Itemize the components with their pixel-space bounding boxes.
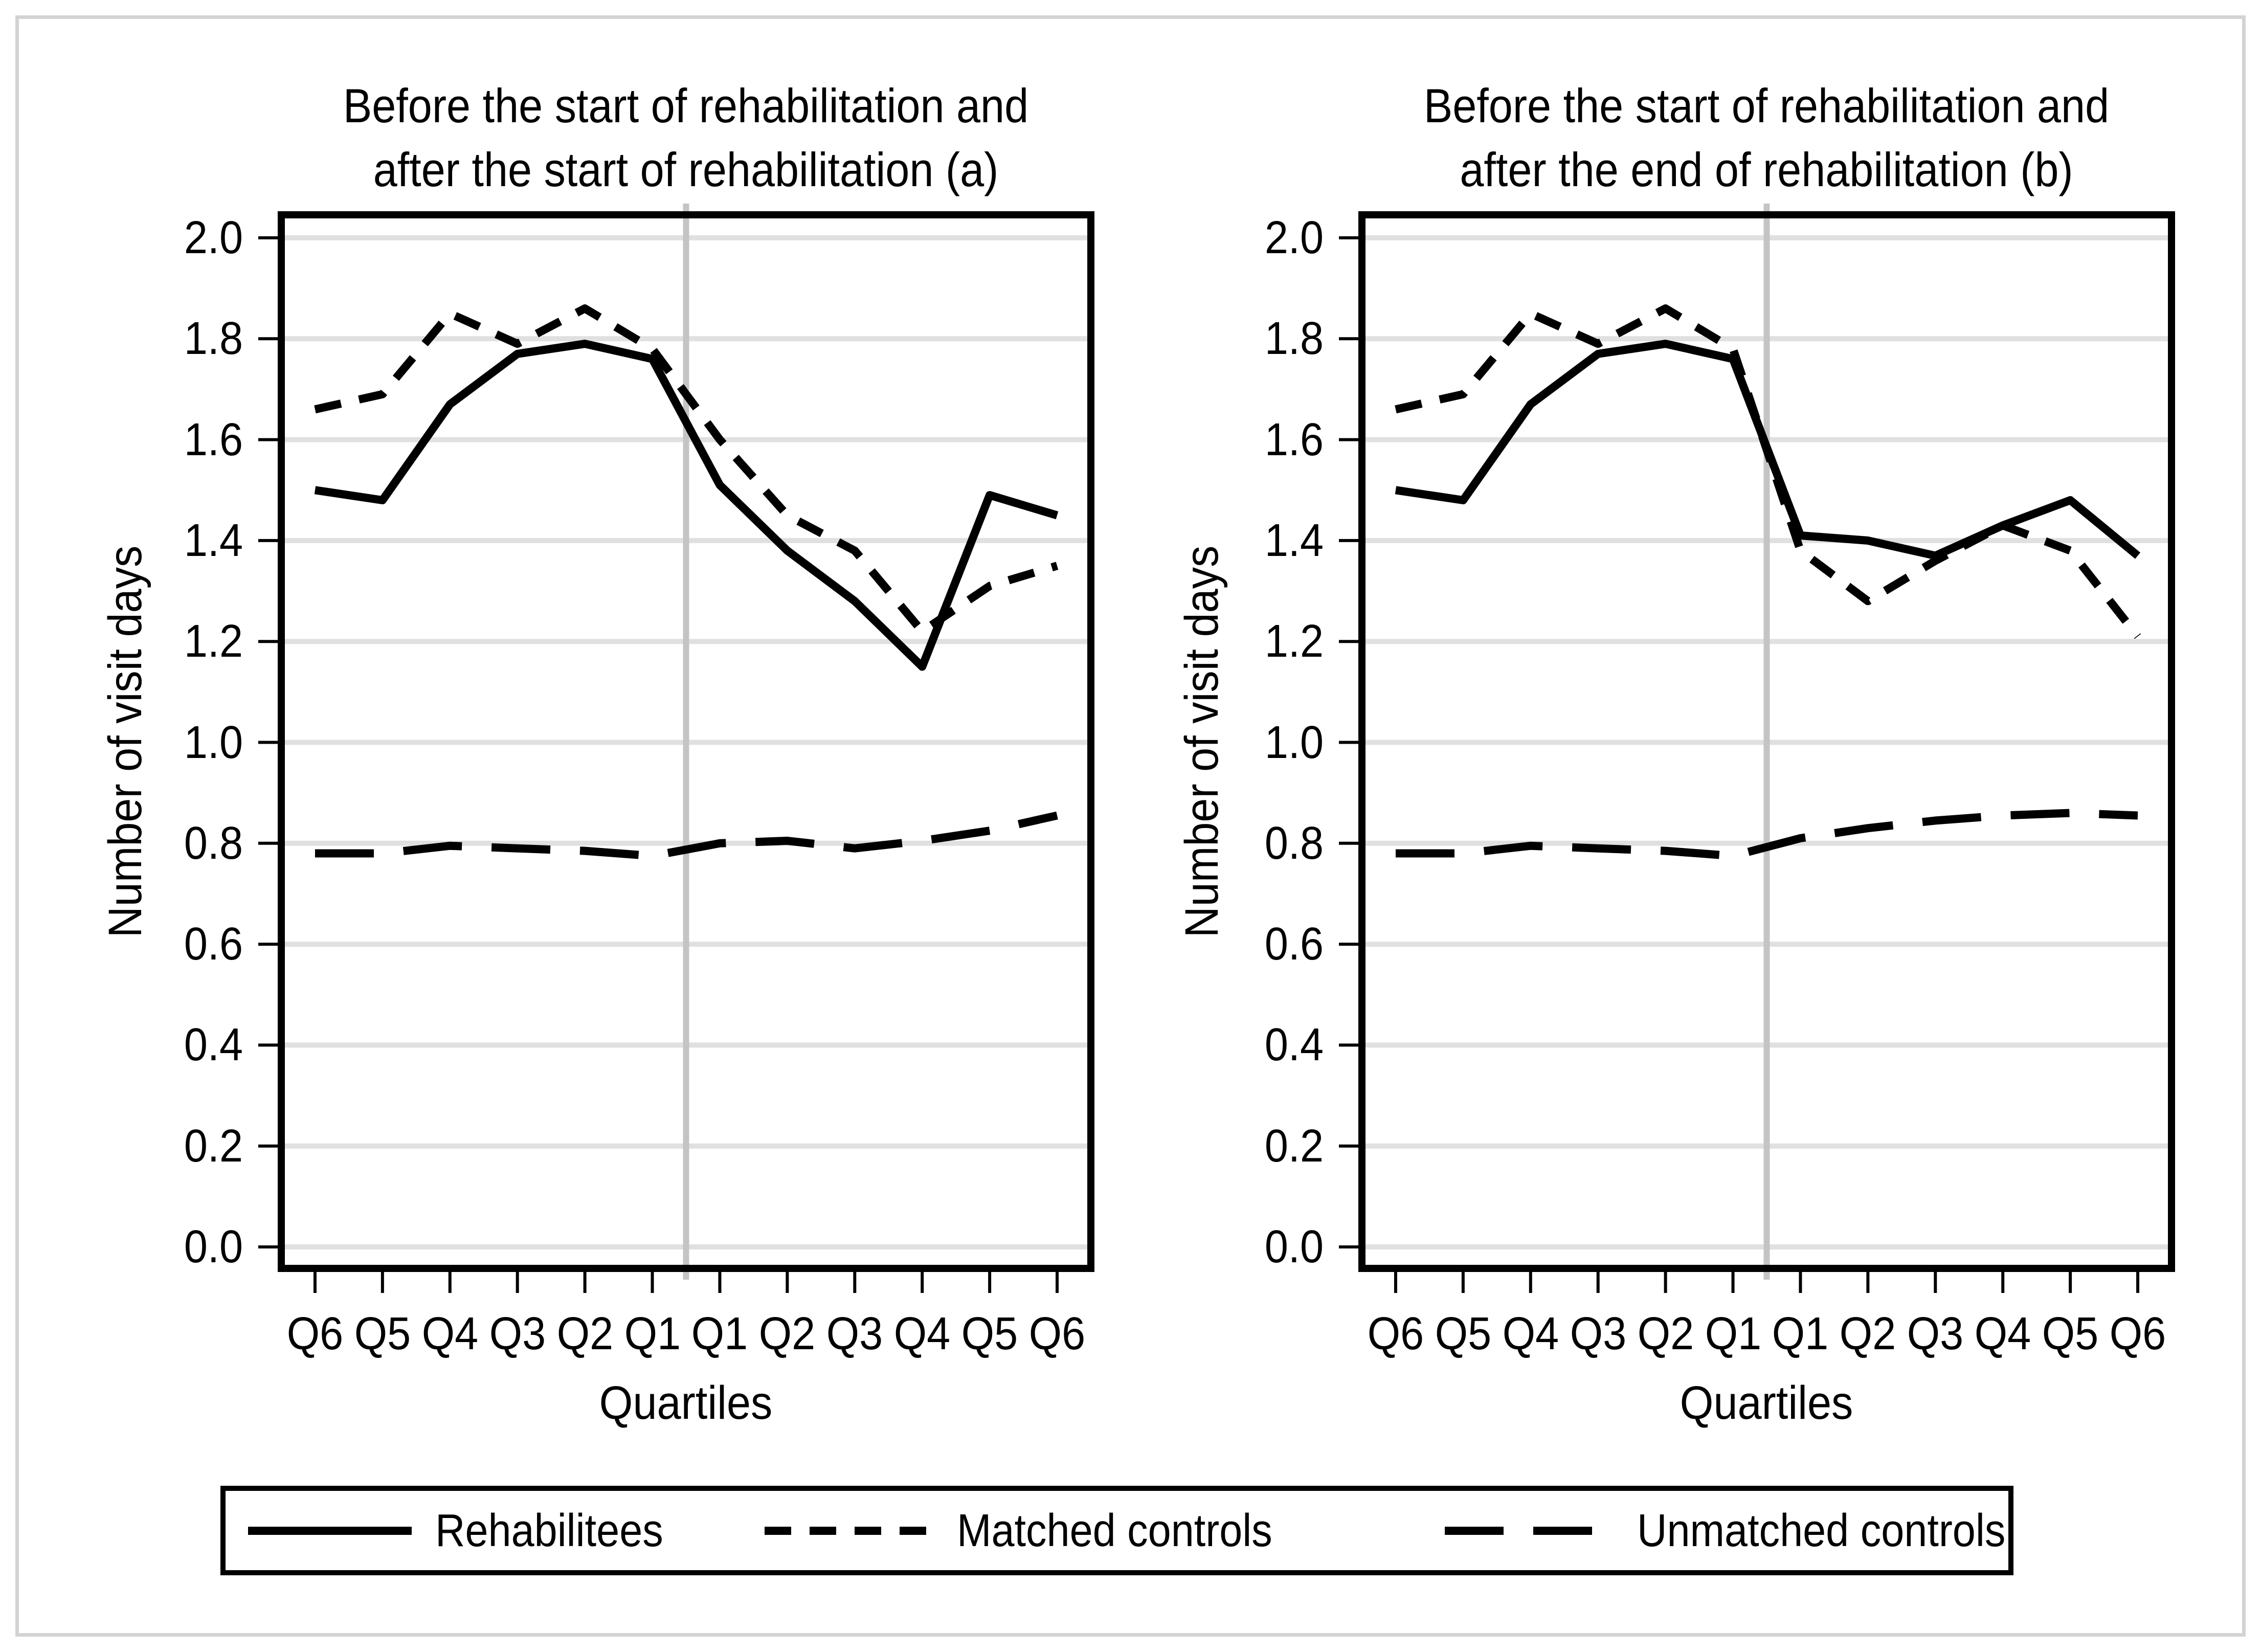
x-tick-label: Q4 [893,1308,951,1359]
x-tick-label: Q5 [961,1308,1018,1359]
y-tick-label: 1.4 [1264,515,1324,566]
y-tick-label: 1.2 [184,616,243,667]
x-tick-label: Q5 [1435,1308,1492,1359]
x-tick-label: Q4 [421,1308,479,1359]
x-tick-label: Q1 [691,1308,748,1359]
x-tick-label: Q3 [489,1308,546,1359]
x-tick-label: Q1 [1772,1308,1829,1359]
y-tick-label: 1.6 [184,414,243,465]
y-tick-label: 1.2 [1264,616,1324,667]
y-tick-label: 0.6 [184,919,243,970]
x-tick-label: Q2 [1637,1308,1694,1359]
series-unmatched-controls-line [315,811,1058,860]
x-tick-label: Q6 [1028,1308,1086,1359]
x-tick-label: Q4 [1502,1308,1559,1359]
x-tick-label: Q6 [286,1308,344,1359]
series-matched-controls-line [314,304,1059,636]
y-tick-label: 1.8 [184,313,243,365]
y-tick-label: 0.0 [1264,1221,1324,1273]
x-tick-label: Q2 [759,1308,816,1359]
chart-a-title-line-1: Before the start of rehabilitation and [343,79,1029,132]
y-tick-label: 0.0 [184,1221,243,1273]
plot-border [278,211,1094,1272]
y-tick-label: 0.8 [184,817,243,869]
y-tick-label: 0.2 [1264,1120,1324,1172]
long-dash-line-swatch-icon [1445,1526,1608,1535]
y-tick-label: 0.2 [184,1120,243,1172]
chart-a-title-line-2: after the start of rehabilitation (a) [373,143,999,196]
legend-label-rehabilitees: Rehabilitees [435,1505,663,1556]
y-tick-label: 0.8 [1264,817,1324,869]
y-tick-label: 1.0 [1264,717,1324,768]
legend: Rehabilitees Matched controls Unmatched … [220,1486,2013,1575]
x-tick-label: Q3 [1570,1308,1626,1359]
dashed-line-swatch-icon [765,1526,928,1535]
x-tick-label: Q2 [556,1308,613,1359]
x-tick-label: Q1 [1705,1308,1761,1359]
y-tick-label: 0.4 [1264,1019,1324,1071]
x-tick-label: Q3 [826,1308,883,1359]
y-tick-label: 1.6 [1264,414,1324,465]
legend-label-unmatched-controls: Unmatched controls [1637,1505,2006,1556]
plot-border [1358,211,2175,1272]
x-tick-label: Q6 [2109,1308,2166,1359]
y-tick-label: 1.8 [1264,313,1324,365]
series-unmatched-controls-line [1396,809,2138,860]
x-tick-label: Q3 [1907,1308,1964,1359]
x-tick-label: Q2 [1840,1308,1896,1359]
y-tick-label: 1.4 [184,515,243,566]
x-tick-label: Q6 [1367,1308,1424,1359]
series-matched-controls-line [1395,304,2141,639]
y-tick-label: 0.4 [184,1019,243,1071]
chart-a-x-axis-title: Quartiles [599,1377,773,1429]
y-tick-label: 2.0 [1264,212,1324,263]
x-tick-label: Q4 [1974,1308,2031,1359]
series-rehabilitees-line [314,340,1059,671]
chart-b-title-line-2: after the end of rehabilitation (b) [1460,143,2073,196]
y-tick-label: 1.0 [184,717,243,768]
legend-label-matched-controls: Matched controls [957,1505,1272,1556]
x-tick-label: Q5 [2042,1308,2099,1359]
figure-border [15,15,2246,1637]
y-tick-label: 0.6 [1264,919,1324,970]
chart-b-x-axis-title: Quartiles [1680,1377,1853,1429]
chart-b-title-line-1: Before the start of rehabilitation and [1423,79,2110,132]
solid-line-swatch-icon [248,1526,412,1535]
x-tick-label: Q5 [354,1308,411,1359]
y-tick-label: 2.0 [184,212,243,263]
x-tick-label: Q1 [624,1308,681,1359]
